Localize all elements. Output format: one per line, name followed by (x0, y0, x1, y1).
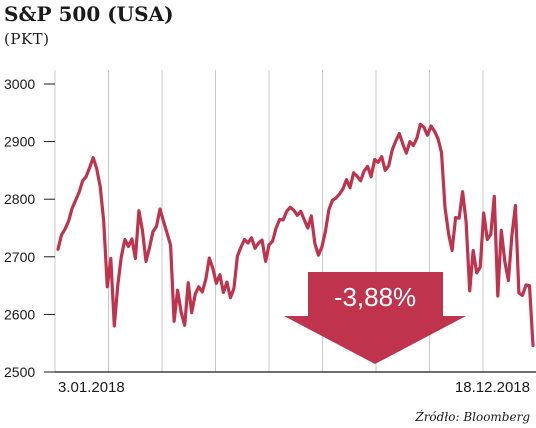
source-label: Źródło: Bloomberg (414, 409, 530, 424)
y-tick-label: 2800 (4, 191, 35, 207)
chart-subtitle: (PKT) (4, 30, 50, 48)
decline-callout: -3,88% (284, 272, 466, 364)
y-tick-label: 2500 (4, 364, 35, 380)
y-tick-label: 2600 (4, 306, 35, 322)
x-start-label: 3.01.2018 (58, 379, 125, 396)
y-axis-ticks: 3000 2900 2800 2700 2600 2500 (4, 76, 55, 380)
series-line (56, 122, 535, 348)
chart-title: S&P 500 (USA) (4, 2, 174, 26)
callout-label: -3,88% (334, 282, 416, 312)
x-end-label: 18.12.2018 (455, 379, 530, 396)
y-tick-label: 2700 (4, 249, 35, 265)
y-tick-label: 3000 (4, 76, 35, 92)
down-arrow-icon (284, 272, 466, 364)
vertical-gridlines (54, 70, 484, 372)
y-tick-label: 2900 (4, 134, 35, 150)
